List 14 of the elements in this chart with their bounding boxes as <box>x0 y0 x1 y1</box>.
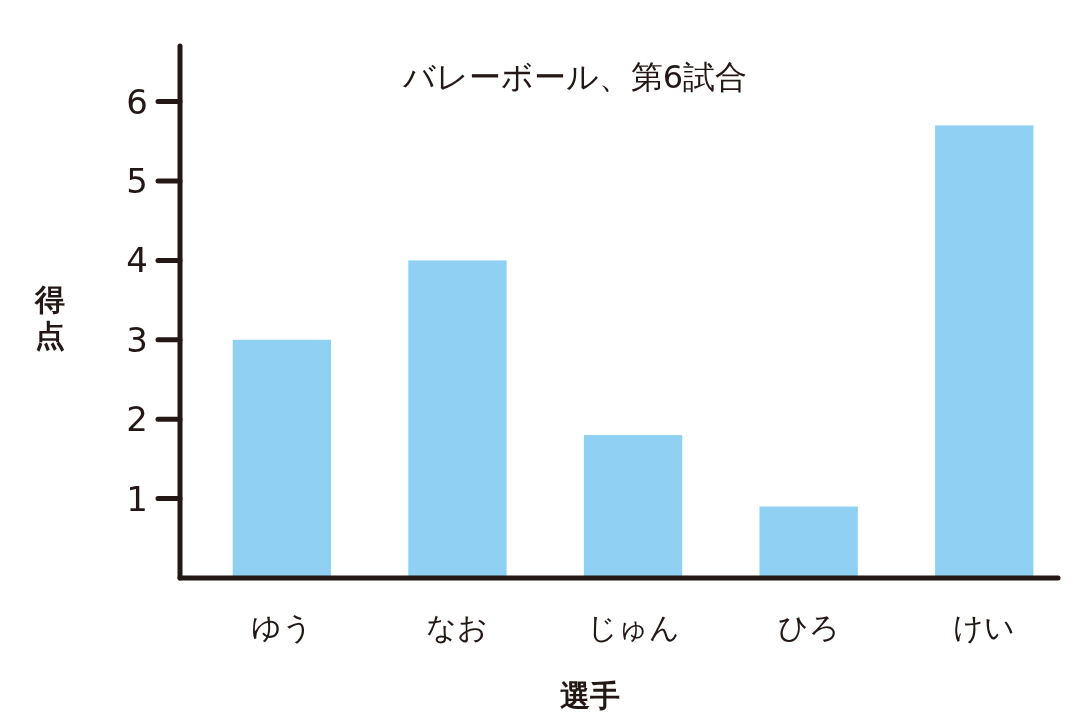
y-axis-title: 得点 <box>34 282 65 353</box>
y-tick-label: 5 <box>126 160 148 201</box>
y-tick-label: 2 <box>126 399 148 440</box>
x-tick-label: ひろ <box>777 610 840 645</box>
x-tick-label: ゆう <box>250 610 313 645</box>
y-tick-label: 1 <box>126 478 148 519</box>
x-tick-label: けい <box>953 610 1016 645</box>
x-tick-label: じゅん <box>586 610 680 645</box>
x-axis-title: 選手 <box>560 678 620 713</box>
x-tick-label: なお <box>426 610 489 645</box>
y-tick-label: 6 <box>126 81 148 122</box>
chart-title: バレーボール、第6試合 <box>401 58 748 96</box>
y-tick-label: 4 <box>126 240 148 281</box>
y-tick-label: 3 <box>126 319 148 360</box>
